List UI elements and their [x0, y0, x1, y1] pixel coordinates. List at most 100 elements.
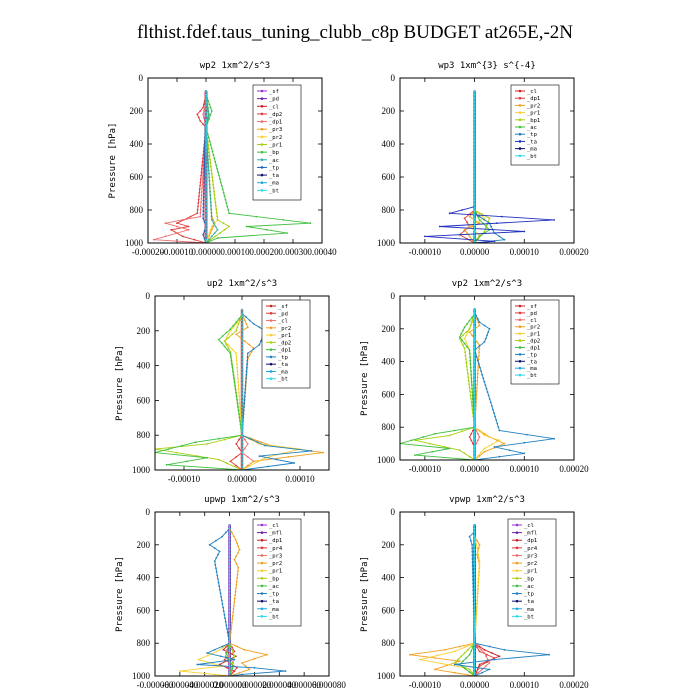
series-point-tp: [525, 433, 528, 436]
series-point-ac: [225, 652, 228, 654]
series-point-dp1: [236, 398, 238, 401]
series-point-bt: [241, 413, 243, 416]
series-point-bt: [473, 189, 476, 191]
series-point-cl: [477, 432, 479, 435]
series-point-dp1: [206, 456, 209, 459]
x-tick-label: 0.000000: [213, 680, 247, 690]
series-point-pr2: [232, 611, 235, 614]
series-point-bt: [205, 196, 207, 199]
series-point-bt: [205, 192, 207, 195]
legend-marker: [518, 325, 522, 329]
legend-marker: [515, 569, 519, 572]
series-point-dp1: [231, 366, 234, 369]
series-point-pr2: [476, 383, 479, 386]
series-point-pr1: [231, 348, 234, 351]
series-point-bt: [228, 541, 231, 544]
series-point-bt: [473, 629, 476, 632]
series-point-bt: [228, 587, 231, 590]
series-point-tp: [498, 235, 501, 238]
series-point-dp2: [227, 347, 230, 350]
series-point-bt: [228, 615, 231, 618]
series-point-dp1: [470, 373, 473, 376]
series-point-pr3: [481, 668, 483, 671]
series-point-pr1: [477, 578, 480, 580]
series-point-pr2: [477, 547, 480, 549]
x-tick-label: 0.00020: [559, 247, 589, 257]
series-point-tp: [245, 370, 248, 373]
series-point-bt: [205, 185, 207, 188]
series-point-dp2: [470, 321, 473, 324]
series-point-ac: [208, 179, 211, 182]
series-point-tp: [208, 543, 211, 546]
chart-panel-3: up2 1xm^2/s^3 Pressure [hPa] 0 200 400 600 800…: [115, 279, 330, 484]
series-point-dp1: [498, 655, 501, 658]
series-point-pr1: [465, 341, 468, 344]
series-point-dp2: [196, 113, 199, 116]
plot-frame: [399, 77, 575, 244]
series-point-bt: [205, 168, 207, 170]
panel-title: vp2 1xm^2/s^3: [452, 279, 522, 289]
y-tick-label: 600: [382, 605, 396, 615]
series-point-bt: [473, 420, 476, 423]
series-point-bt: [473, 139, 476, 142]
series-point-bt: [473, 143, 476, 146]
x-tick-label: 0.000020: [238, 680, 272, 690]
legend-marker: [518, 140, 522, 143]
series-point-dp2: [197, 202, 200, 204]
series-point-tp: [476, 359, 479, 362]
series-point-tp: [478, 345, 481, 347]
legend-marker: [518, 339, 522, 342]
series-point-bp: [309, 222, 312, 225]
series-point-pr1: [477, 581, 480, 584]
series-point-pr1: [476, 592, 479, 595]
series-point-pr1: [211, 176, 214, 179]
series-point-bt: [473, 587, 476, 590]
series-point-dp1: [472, 401, 474, 404]
series-point-tp: [471, 550, 474, 553]
series-point-pr1: [237, 381, 240, 383]
series-point-tp: [246, 363, 248, 365]
legend-marker: [260, 569, 264, 572]
series-point-dp1: [483, 648, 486, 651]
series-point-tp: [252, 322, 255, 325]
series-point-bt: [473, 93, 476, 96]
series-point-dp2: [466, 372, 469, 375]
series-point-bt: [473, 104, 476, 107]
series-point-ac: [208, 238, 210, 241]
series-point-bt: [241, 437, 243, 440]
series-point-tp: [469, 539, 472, 542]
series-point-bt: [205, 217, 207, 220]
series-point-pr1: [478, 557, 480, 559]
series-point-dp1: [231, 363, 233, 365]
series-point-tp: [472, 589, 475, 592]
chart-panel-4: vp2 1xm^2/s^3 Pressure [hPa] 0 200 400 600 800…: [360, 279, 589, 474]
series-point-tp: [213, 547, 216, 549]
legend-marker: [260, 135, 264, 139]
series-point-bt: [205, 104, 207, 107]
series-point-dp2: [237, 322, 240, 325]
series-point-pr3: [477, 645, 479, 648]
series-point-dp1: [181, 219, 184, 221]
series-point-ta: [438, 225, 441, 228]
series-point-tp: [242, 409, 245, 412]
series-point-tp: [472, 593, 475, 595]
series-point-tp: [494, 415, 496, 418]
legend-marker: [269, 311, 273, 315]
y-tick-label: 800: [137, 430, 151, 440]
series-point-bt: [241, 427, 243, 430]
legend-marker: [269, 304, 273, 308]
series-point-tp: [508, 449, 511, 452]
y-tick-label: 400: [382, 139, 396, 149]
series-point-dp1: [238, 413, 240, 415]
series-point-pr2: [244, 665, 247, 668]
series-point-pr2: [475, 394, 478, 396]
series-point-pr2: [235, 333, 238, 336]
series-point-tp: [221, 645, 224, 648]
series-point-dp1: [232, 324, 235, 327]
series-point-tp: [202, 203, 205, 206]
series-point-dp1: [202, 116, 205, 119]
series-point-tp: [213, 648, 216, 651]
series-point-pr2: [483, 432, 486, 435]
series-point-tp: [202, 217, 205, 220]
series-point-dp2: [199, 178, 202, 180]
